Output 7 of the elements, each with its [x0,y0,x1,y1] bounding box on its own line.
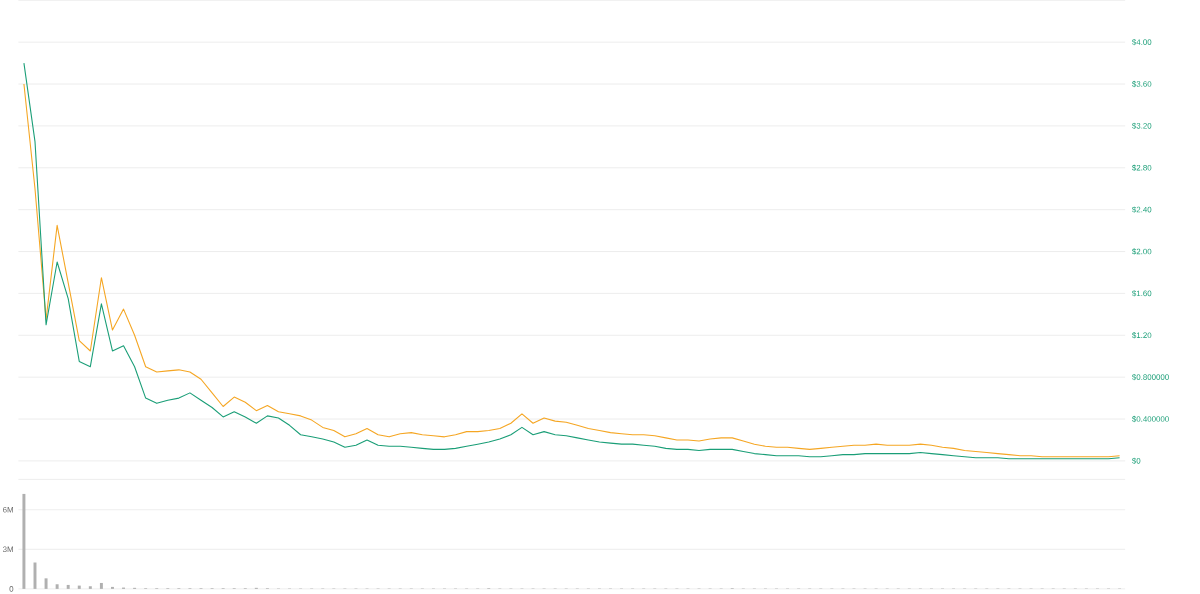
bar [99,582,103,589]
bar [88,586,92,589]
bar [66,584,70,589]
bar [44,578,48,589]
bar [77,585,81,589]
bar [22,493,26,589]
bar [55,584,59,589]
